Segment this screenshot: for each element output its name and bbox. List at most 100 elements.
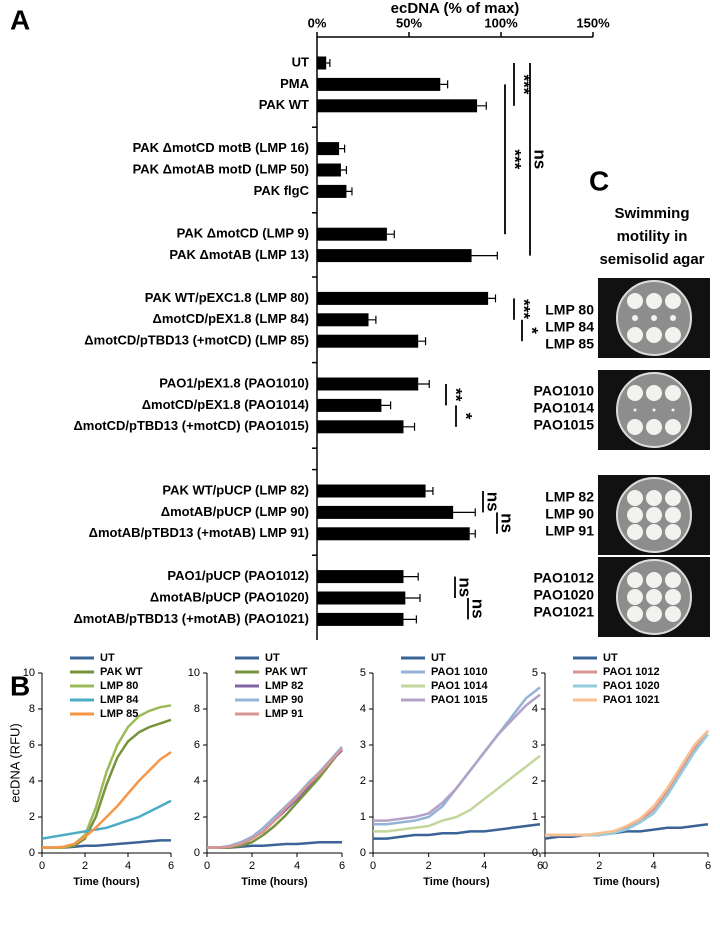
plate-label: LMP 80 <box>545 302 594 318</box>
category-label: ΔmotCD/pTBD13 (+motCD) (LMP 85) <box>84 333 309 348</box>
bar <box>317 56 327 70</box>
error-bar <box>403 572 419 581</box>
x-tick-label: 4 <box>481 860 487 872</box>
legend-label: PAO1 1014 <box>431 680 489 692</box>
bar <box>317 484 426 498</box>
y-tick-label: 10 <box>23 667 35 679</box>
y-tick-label: 0 <box>532 847 538 859</box>
error-bar <box>469 529 476 538</box>
category-label: PAK ΔmotAB (LMP 13) <box>169 247 309 262</box>
category-label: PAK ΔmotAB motD (LMP 50) <box>133 161 309 176</box>
bar <box>317 313 369 327</box>
plate-label: LMP 85 <box>545 336 594 352</box>
error-bar <box>418 337 427 346</box>
plate-label: PAO1010 <box>534 383 595 399</box>
colony <box>646 606 662 622</box>
y-tick-label: 0 <box>360 847 366 859</box>
legend-label: PAO1 1021 <box>603 694 660 706</box>
error-bar <box>386 230 395 239</box>
x-tick-label: 0 <box>542 860 548 872</box>
series-line <box>373 754 541 833</box>
colony <box>627 419 643 435</box>
bar <box>317 334 419 348</box>
legend-label: PAK WT <box>100 666 143 678</box>
colony <box>670 315 676 321</box>
significance-label: *** <box>515 74 534 94</box>
legend-label: PAO1 1015 <box>431 694 488 706</box>
series-line <box>373 822 541 840</box>
category-label: UT <box>292 54 309 69</box>
colony <box>665 572 681 588</box>
y-tick-label: 4 <box>532 703 538 715</box>
bar <box>317 184 347 198</box>
panel-label: A <box>10 4 30 35</box>
series-line <box>373 693 541 822</box>
series-line <box>42 751 172 849</box>
colony <box>627 507 643 523</box>
x-axis-title: Time (hours) <box>423 876 490 888</box>
legend-label: LMP 91 <box>265 708 303 720</box>
panel-title: semisolid agar <box>599 251 704 268</box>
error-bar <box>368 315 377 324</box>
significance-label: * <box>457 413 476 420</box>
y-axis-title: ecDNA (RFU) <box>7 723 22 802</box>
colony <box>652 408 656 412</box>
category-label: ΔmotAB/pUCP (LMP 90) <box>161 504 309 519</box>
legend-label: LMP 84 <box>100 694 139 706</box>
y-tick-label: 5 <box>532 667 538 679</box>
panel-title: motility in <box>617 228 688 245</box>
colony <box>646 419 662 435</box>
error-bar <box>405 594 421 602</box>
x-tick-label: 4 <box>294 860 300 872</box>
legend-label: LMP 82 <box>265 680 303 692</box>
x-axis-title: Time (hours) <box>241 876 308 888</box>
y-tick-label: 3 <box>532 739 538 751</box>
significance-label: ns <box>469 599 488 619</box>
x-tick-label: 50% <box>396 15 422 30</box>
category-label: ΔmotCD/pTBD13 (+motCD) (PAO1015) <box>73 418 309 433</box>
error-bar <box>471 251 498 260</box>
y-tick-label: 2 <box>532 775 538 787</box>
colony <box>665 589 681 605</box>
x-axis-title: Time (hours) <box>73 876 140 888</box>
x-tick-label: 0 <box>204 860 210 872</box>
colony <box>646 572 662 588</box>
error-bar <box>488 294 497 303</box>
plate-label: LMP 90 <box>545 506 594 522</box>
panel-label: B <box>10 670 30 701</box>
x-tick-label: 6 <box>339 860 345 872</box>
bar <box>317 249 472 263</box>
colony <box>627 524 643 540</box>
error-bar <box>418 380 430 388</box>
colony <box>646 507 662 523</box>
category-label: PAO1/pUCP (PAO1012) <box>167 568 309 583</box>
significance-label: ns <box>531 149 550 169</box>
colony <box>665 507 681 523</box>
y-tick-label: 2 <box>360 775 366 787</box>
series-line <box>545 729 709 837</box>
legend-label: UT <box>603 652 618 664</box>
bar <box>317 77 441 91</box>
error-bar <box>425 487 434 495</box>
bar <box>317 420 404 434</box>
x-tick-label: 0 <box>370 860 376 872</box>
y-tick-label: 0 <box>194 847 200 859</box>
y-tick-label: 4 <box>29 775 35 787</box>
y-tick-label: 8 <box>29 703 35 715</box>
bar <box>317 99 478 113</box>
colony <box>632 315 638 321</box>
category-label: ΔmotCD/pEX1.8 (PAO1014) <box>142 397 309 412</box>
x-tick-label: 100% <box>484 15 518 30</box>
x-tick-label: 6 <box>537 860 543 872</box>
series-line <box>545 729 709 837</box>
error-bar <box>339 144 346 153</box>
category-label: PAK ΔmotCD (LMP 9) <box>177 226 309 241</box>
category-label: PAK ΔmotCD motB (LMP 16) <box>133 140 309 155</box>
y-tick-label: 4 <box>194 775 200 787</box>
colony <box>646 327 662 343</box>
y-tick-label: 1 <box>360 811 366 823</box>
colony <box>646 293 662 309</box>
colony <box>665 419 681 435</box>
y-tick-label: 4 <box>360 703 366 715</box>
